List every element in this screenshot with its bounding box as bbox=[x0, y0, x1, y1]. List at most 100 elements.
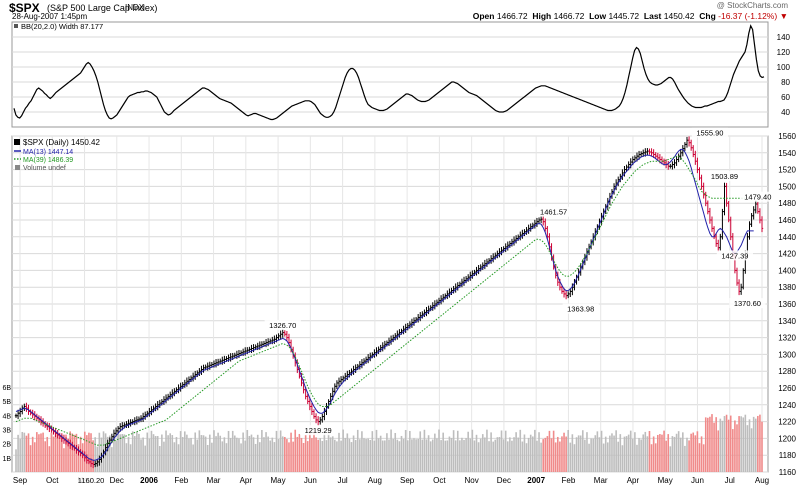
volume-bar bbox=[211, 442, 213, 472]
volume-bar bbox=[183, 431, 186, 472]
volume-bar bbox=[536, 440, 538, 472]
volume-bar bbox=[590, 438, 592, 472]
volume-bar bbox=[436, 438, 438, 472]
volume-bar bbox=[171, 435, 174, 472]
volume-bar bbox=[604, 436, 607, 472]
volume-bar bbox=[531, 436, 534, 472]
volume-bar bbox=[115, 440, 117, 472]
volume-bar bbox=[738, 416, 740, 472]
annotation-bg bbox=[706, 171, 743, 182]
month-tick-label: Jun bbox=[304, 476, 317, 485]
volume-bar bbox=[54, 431, 57, 472]
volume-bar bbox=[331, 436, 334, 472]
volume-bar bbox=[734, 420, 736, 472]
volume-bar bbox=[36, 432, 38, 472]
volume-bar bbox=[208, 434, 211, 472]
volume-bar bbox=[409, 430, 411, 472]
volume-bar bbox=[119, 434, 121, 472]
month-tick-label: Dec bbox=[497, 476, 511, 485]
volume-bar bbox=[154, 436, 157, 472]
volume-bar bbox=[225, 443, 228, 472]
volume-bar bbox=[240, 443, 242, 472]
volume-bar bbox=[248, 435, 251, 472]
volume-bar bbox=[711, 414, 713, 472]
volume-bar bbox=[236, 437, 238, 472]
price-tick-label: 1240 bbox=[778, 401, 796, 410]
watermark: @ StockCharts.com bbox=[716, 1, 788, 10]
volume-bar bbox=[577, 435, 580, 472]
price-annotation: 1427.39 bbox=[721, 251, 748, 260]
volume-bar bbox=[29, 445, 32, 472]
ma13-legend: MA(13) 1447.14 bbox=[23, 149, 73, 156]
volume-bar bbox=[244, 440, 247, 472]
volume-bar bbox=[542, 439, 545, 472]
volume-bar bbox=[202, 435, 205, 472]
volume-bar bbox=[71, 433, 74, 472]
volume-bar bbox=[259, 442, 261, 472]
volume-bar bbox=[233, 435, 236, 472]
price-annotation: 1370.60 bbox=[734, 299, 761, 308]
volume-bar bbox=[492, 441, 494, 472]
volume-bar bbox=[384, 440, 386, 472]
volume-bar bbox=[371, 431, 374, 472]
volume-bar bbox=[613, 435, 615, 472]
volume-bar bbox=[44, 441, 46, 472]
volume-bar bbox=[673, 436, 676, 472]
volume-bar bbox=[33, 442, 36, 472]
open-label: Open bbox=[472, 11, 495, 21]
last-value: 1450.42 bbox=[663, 11, 695, 21]
volume-bar bbox=[475, 434, 478, 472]
volume-bar bbox=[92, 440, 94, 472]
volume-bar bbox=[229, 438, 232, 472]
price-annotation: 1326.70 bbox=[269, 321, 296, 330]
volume-tick-label: 5B bbox=[2, 399, 11, 406]
high-label: High bbox=[532, 11, 552, 21]
price-annotation: 1363.98 bbox=[567, 305, 594, 314]
volume-bar bbox=[52, 436, 55, 472]
volume-bar bbox=[219, 435, 222, 472]
volume-bar bbox=[746, 425, 749, 472]
volume-bar bbox=[654, 443, 657, 472]
volume-bar bbox=[334, 439, 336, 472]
volume-bar bbox=[61, 435, 63, 472]
volume-bar bbox=[175, 437, 178, 472]
volume-bar bbox=[538, 432, 540, 472]
volume-bar bbox=[611, 433, 613, 472]
chart-header: $SPX (S&P 500 Large Cap Index) INDX 28-A… bbox=[0, 0, 800, 22]
volume-bar bbox=[761, 421, 763, 472]
volume-tick-label: 2B bbox=[2, 442, 11, 449]
volume-bar bbox=[519, 429, 522, 472]
volume-bar bbox=[315, 437, 317, 472]
volume-bar bbox=[367, 438, 369, 472]
volume-bar bbox=[759, 414, 761, 472]
volume-bar bbox=[65, 434, 67, 472]
volume-bar bbox=[377, 438, 380, 472]
open-value: 1466.72 bbox=[496, 11, 528, 21]
volume-bar bbox=[300, 438, 303, 472]
volume-bar bbox=[523, 434, 526, 472]
annotation-bg bbox=[691, 127, 729, 138]
price-tick-label: 1280 bbox=[778, 367, 796, 376]
volume-bar bbox=[359, 439, 361, 472]
volume-bar bbox=[138, 433, 140, 472]
volume-bar bbox=[150, 430, 153, 472]
volume-bar bbox=[429, 441, 432, 472]
volume-bar bbox=[609, 435, 611, 472]
bb-tick-label: 120 bbox=[777, 48, 791, 57]
volume-bar bbox=[163, 441, 165, 472]
volume-tick-label: 3B bbox=[2, 427, 11, 434]
volume-bar bbox=[479, 438, 482, 472]
volume-bar bbox=[661, 434, 663, 472]
volume-bar bbox=[261, 429, 263, 472]
volume-bar bbox=[719, 418, 722, 472]
month-tick-label: Aug bbox=[755, 476, 769, 485]
volume-bar bbox=[757, 415, 759, 472]
volume-bar bbox=[650, 444, 653, 472]
volume-bar bbox=[527, 437, 530, 472]
volume-bar bbox=[252, 437, 255, 472]
volume-bar bbox=[88, 432, 90, 472]
ticker-symbol[interactable]: $SPX bbox=[9, 1, 40, 15]
volume-bar bbox=[177, 444, 180, 472]
